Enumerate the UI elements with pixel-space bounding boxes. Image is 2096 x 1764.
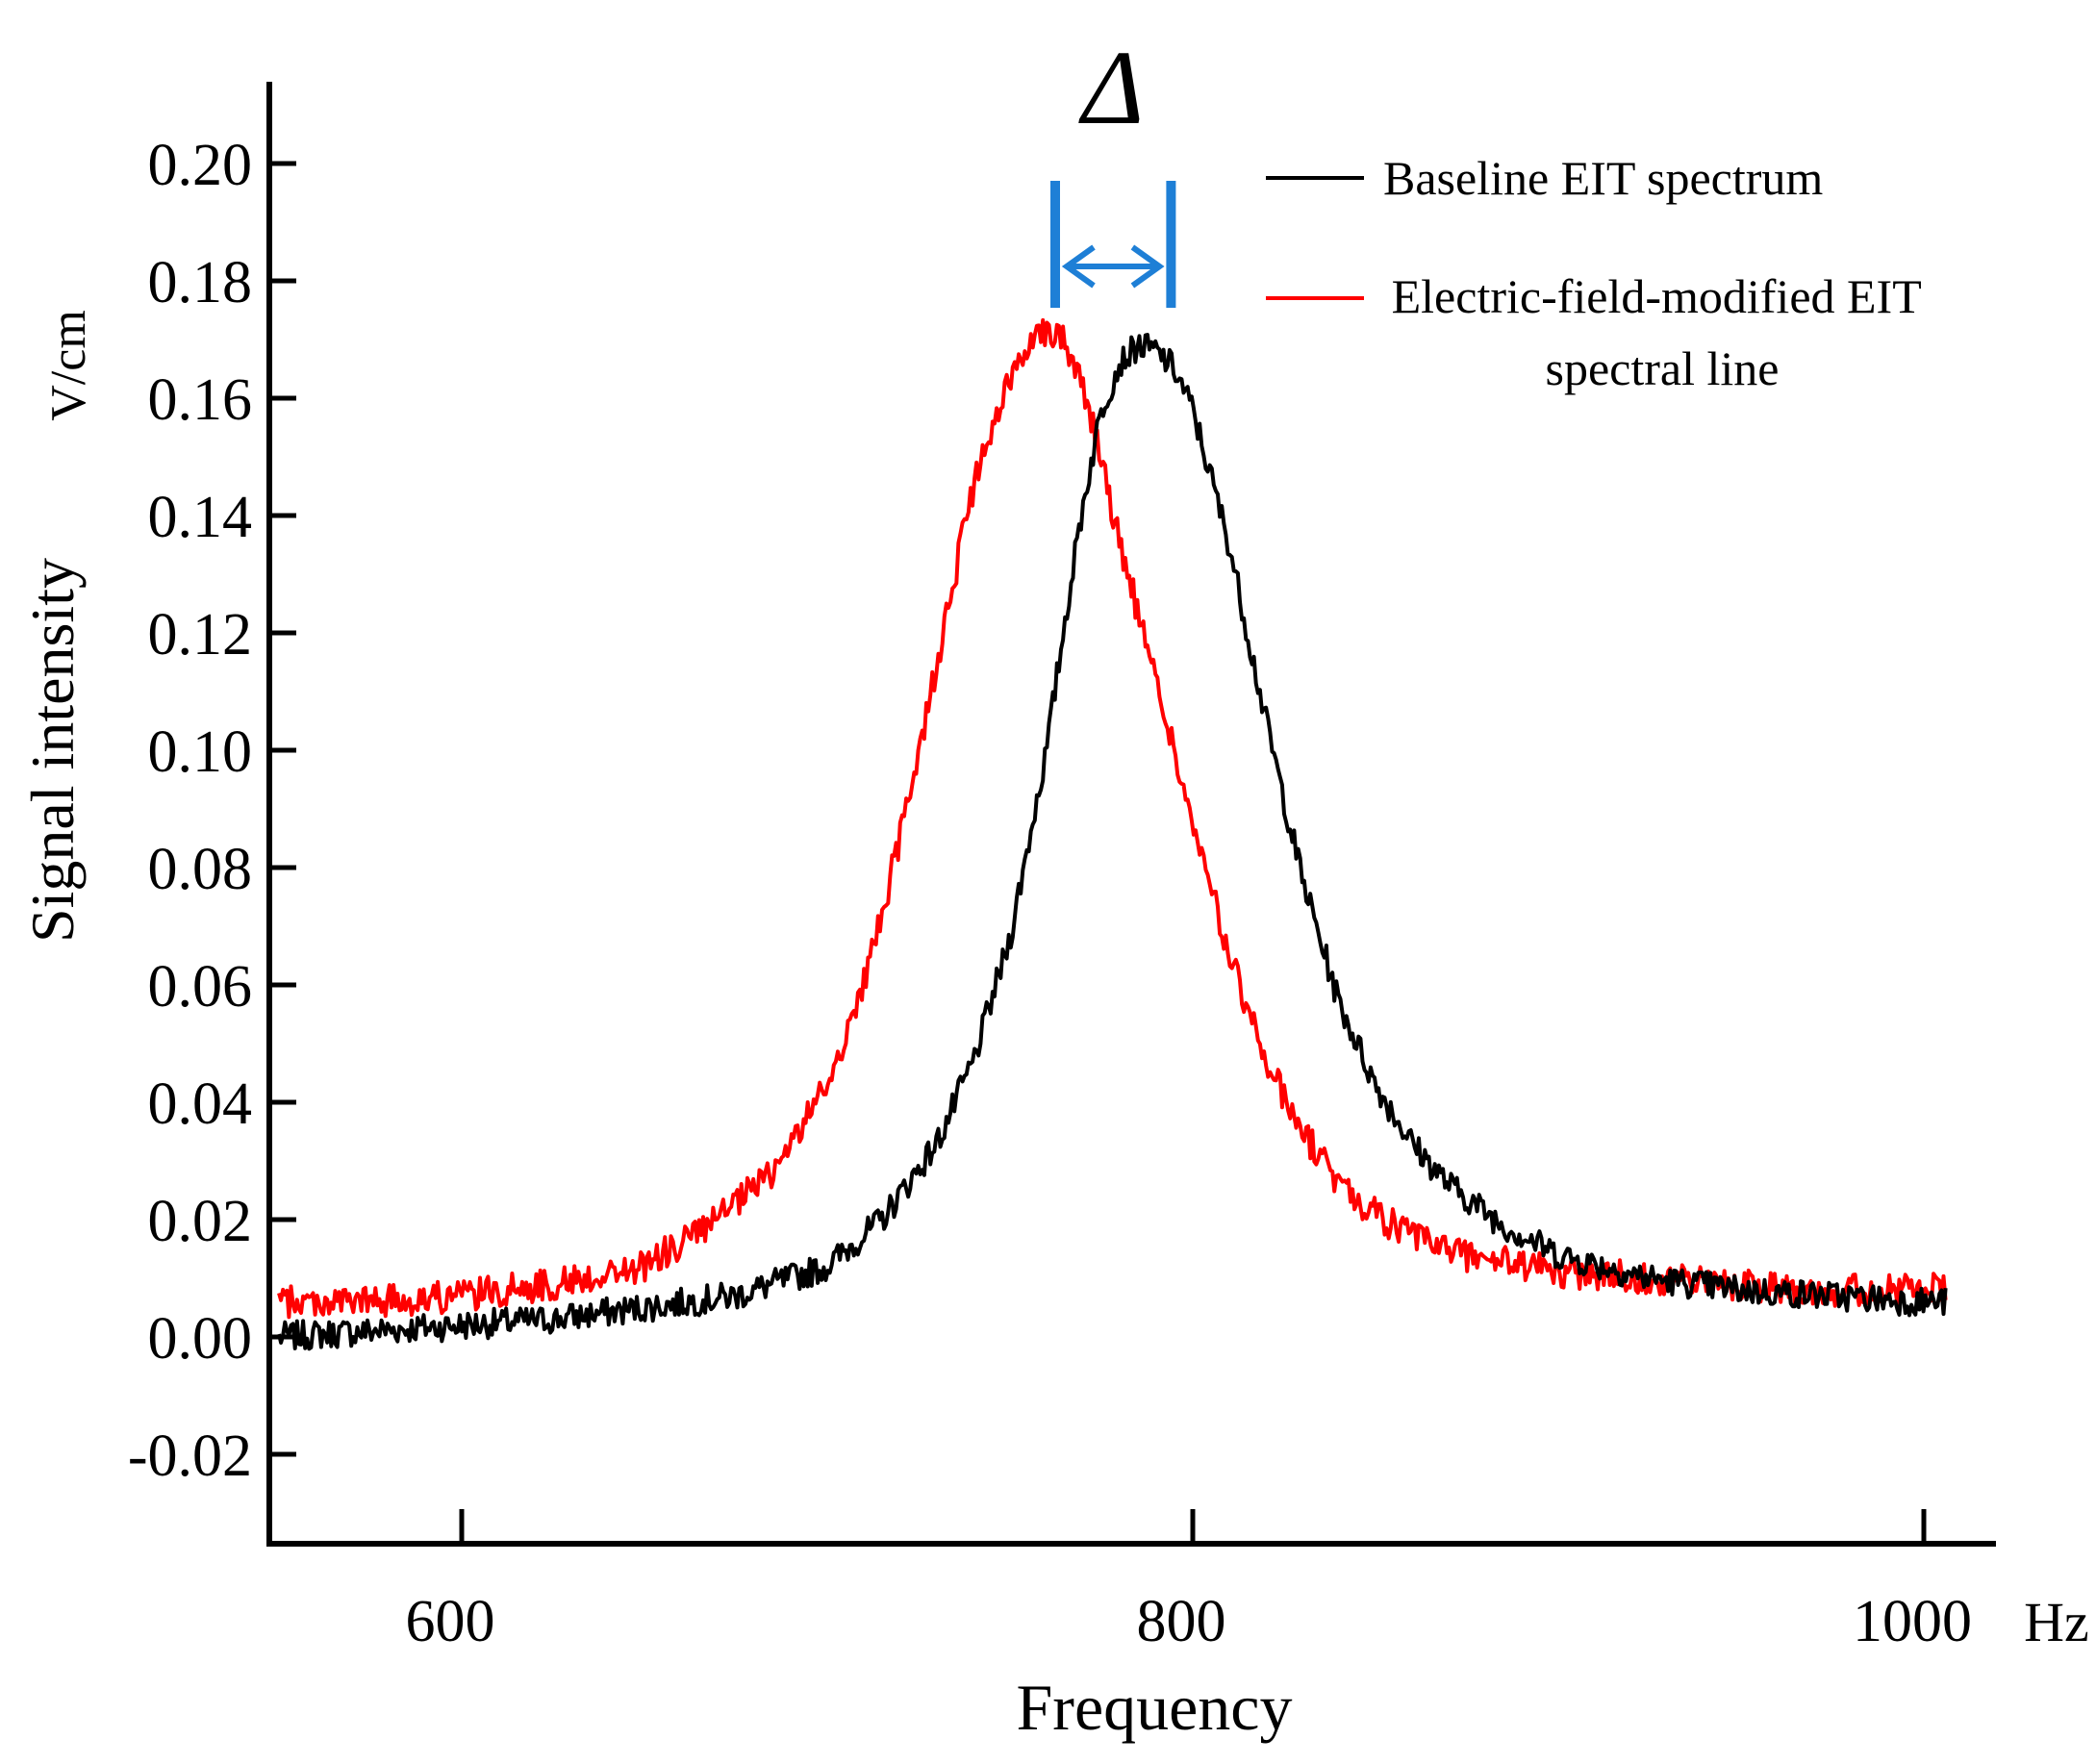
legend-label-modified-line1: Electric-field-modified EIT: [1392, 269, 1922, 323]
y-tick-label: -0.02: [128, 1424, 252, 1489]
delta-arrowhead-left: [1061, 244, 1096, 289]
y-axis-label: Signal intensity: [18, 558, 87, 943]
x-tick-label: 1000: [1853, 1589, 1972, 1654]
legend-label-baseline: Baseline EIT spectrum: [1383, 151, 1823, 205]
x-axis-label: Frequency: [1016, 1671, 1292, 1744]
legend-label-modified: Electric-field-modified EIT spectral lin…: [1392, 269, 1933, 395]
axes: 0.20 0.18 0.16 0.14 0.12 0.10 0.08 0.06 0.04 0.02…: [128, 82, 1996, 1654]
y-tick-label: 0.12: [148, 602, 253, 668]
y-tick-label: 0.00: [148, 1306, 253, 1372]
y-tick-label: 0.14: [148, 485, 253, 550]
y-tick-label: 0.20: [148, 133, 253, 198]
delta-arrowhead-right: [1130, 244, 1165, 289]
y-tick-label: 0.18: [148, 250, 253, 315]
y-tick-label: 0.06: [148, 954, 253, 1020]
delta-annotation: Δ: [1050, 29, 1176, 308]
y-axis-unit: V/cm: [41, 310, 96, 421]
y-tick-label: 0.04: [148, 1071, 253, 1137]
x-tick-label: 800: [1137, 1589, 1226, 1654]
delta-symbol: Δ: [1078, 29, 1145, 146]
series-layer: [277, 317, 1948, 1351]
legend: Baseline EIT spectrum Electric-field-mod…: [1266, 151, 1933, 395]
legend-label-modified-line2: spectral line: [1546, 341, 1780, 395]
series-baseline-line: [277, 333, 1948, 1351]
x-tick-label: 600: [406, 1589, 495, 1654]
x-axis-unit: Hz: [2024, 1591, 2089, 1653]
y-tick-label: 0.16: [148, 367, 253, 433]
y-tick-label: 0.02: [148, 1189, 253, 1254]
y-tick-label: 0.08: [148, 837, 253, 902]
y-tick-label: 0.10: [148, 719, 253, 785]
series-modified-line: [277, 317, 1948, 1320]
